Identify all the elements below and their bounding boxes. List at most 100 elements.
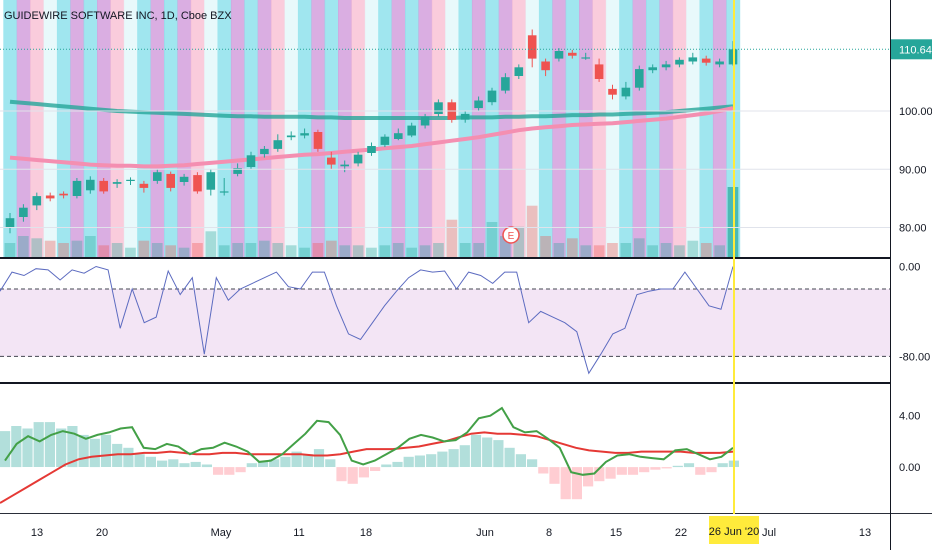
volume-bar: [540, 236, 551, 257]
candle-body[interactable]: [394, 133, 403, 139]
candle-body[interactable]: [340, 164, 349, 167]
candle-body[interactable]: [300, 133, 309, 136]
volume-bar: [392, 243, 404, 257]
macd-histogram-bar: [11, 426, 22, 468]
candle-body[interactable]: [5, 218, 15, 228]
volume-bar: [607, 243, 618, 257]
candle-body[interactable]: [608, 88, 617, 95]
candle-body[interactable]: [527, 35, 537, 59]
day-stripe: [204, 0, 218, 257]
candle-body[interactable]: [487, 90, 497, 103]
candle-body[interactable]: [153, 172, 162, 181]
macd-histogram-bar: [583, 467, 594, 487]
day-stripe: [471, 0, 486, 257]
day-stripe: [97, 0, 111, 257]
candle-body[interactable]: [460, 113, 470, 120]
candle-body[interactable]: [206, 172, 216, 190]
candle-body[interactable]: [327, 157, 336, 165]
candle-body[interactable]: [286, 135, 296, 138]
rsi-pane-divider[interactable]: [0, 382, 890, 384]
candle-body[interactable]: [420, 116, 430, 126]
volume-bar: [500, 236, 511, 257]
volume-bar: [433, 243, 444, 257]
candle-body[interactable]: [19, 207, 28, 217]
candle-body[interactable]: [246, 155, 256, 167]
day-stripe: [672, 0, 687, 257]
earnings-marker-label: E: [508, 231, 515, 242]
candle-body[interactable]: [233, 168, 242, 174]
time-scale[interactable]: 13 20 May 11 18 Jun 8 15 22 Jul 13 26 Jun '20: [31, 516, 871, 544]
volume-bar: [406, 247, 417, 257]
macd-histogram-bar: [470, 434, 482, 467]
candle-body[interactable]: [179, 176, 189, 182]
macd-histogram-bar: [67, 426, 78, 468]
candle-body[interactable]: [675, 59, 684, 65]
price-scale[interactable]: 100.00 90.00 80.00 110.64 0.00 -80.00 4.00 0.00: [0, 39, 932, 474]
candle-body[interactable]: [313, 132, 323, 149]
day-stripe: [123, 0, 138, 257]
candle-body[interactable]: [568, 52, 577, 56]
price-pane-divider[interactable]: [0, 257, 890, 259]
candle-body[interactable]: [554, 51, 564, 59]
macd-histogram-bar: [269, 459, 280, 467]
day-stripe: [699, 0, 714, 257]
candle-body[interactable]: [45, 195, 55, 199]
candle-body[interactable]: [407, 125, 416, 136]
earnings-marker[interactable]: E: [502, 226, 520, 244]
candle-body[interactable]: [166, 173, 175, 188]
candle-body[interactable]: [501, 77, 510, 91]
volume-bar: [379, 245, 391, 257]
volume-bar: [660, 243, 672, 257]
candle-body[interactable]: [72, 180, 82, 196]
candle-body[interactable]: [661, 64, 671, 68]
volume-bar: [366, 247, 377, 257]
candle-body[interactable]: [581, 57, 590, 59]
date-tick-label: 18: [360, 527, 372, 539]
macd-histogram-bar: [403, 456, 414, 468]
macd-histogram-bar: [100, 434, 112, 467]
candle-body[interactable]: [112, 182, 122, 184]
volume-bar: [473, 243, 484, 257]
candle-body[interactable]: [260, 148, 269, 155]
candle-body[interactable]: [193, 175, 202, 192]
candle-body[interactable]: [99, 180, 108, 192]
candle-body[interactable]: [688, 57, 698, 62]
candle-body[interactable]: [621, 87, 631, 97]
candle-body[interactable]: [32, 196, 42, 206]
macd-histogram-bar: [33, 422, 44, 467]
candle-body[interactable]: [126, 179, 135, 181]
volume-bar: [245, 243, 257, 257]
candle-body[interactable]: [514, 67, 524, 76]
candle-body[interactable]: [541, 61, 550, 71]
candle-body[interactable]: [59, 193, 68, 196]
day-stripe: [30, 0, 44, 257]
volume-bar: [567, 238, 578, 257]
candle-body[interactable]: [86, 179, 95, 191]
candle-body[interactable]: [273, 140, 283, 149]
candle-body[interactable]: [635, 69, 644, 88]
macd-histogram-bar: [370, 467, 381, 471]
day-stripe: [43, 0, 58, 257]
day-stripe: [190, 0, 205, 257]
candle-body[interactable]: [139, 183, 149, 188]
volume-bar: [687, 240, 699, 257]
candle-body[interactable]: [367, 146, 376, 153]
candle-body[interactable]: [648, 67, 657, 71]
candle-body[interactable]: [219, 191, 229, 193]
symbol-title: GUIDEWIRE SOFTWARE INC, 1D, Cboe BZX: [4, 10, 232, 22]
macd-histogram-bar: [560, 467, 571, 500]
macd-histogram-bar: [201, 464, 212, 468]
candle-body[interactable]: [353, 154, 363, 164]
candle-body[interactable]: [434, 102, 443, 114]
candle-body[interactable]: [701, 58, 711, 63]
candle-body[interactable]: [380, 136, 390, 145]
candle-body[interactable]: [594, 64, 604, 79]
volume-bar: [674, 245, 685, 257]
candle-body[interactable]: [474, 100, 483, 109]
volume-bar: [125, 247, 136, 257]
day-stripe: [137, 0, 152, 257]
candle-body[interactable]: [715, 61, 724, 65]
volume-bar: [593, 245, 605, 257]
volume-bar: [218, 245, 230, 257]
